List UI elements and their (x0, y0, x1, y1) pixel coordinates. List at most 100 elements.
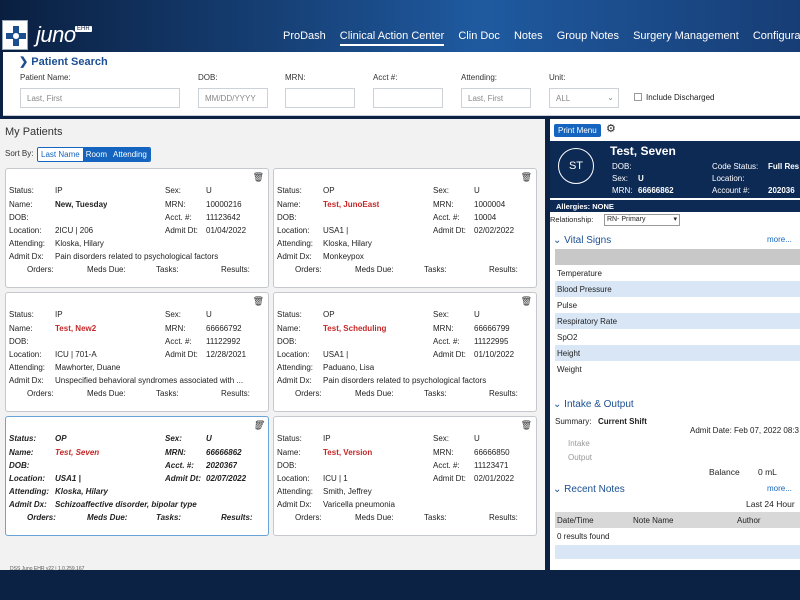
relationship-select[interactable]: RN- Primary ▾ (604, 214, 680, 226)
field-label: Name: (277, 448, 301, 457)
field-label: Meds Due: (87, 513, 128, 522)
card-admit-dx: Schizoaffective disorder, bipolar type (55, 500, 197, 509)
vital-blood-pressure[interactable]: Blood Pressure (555, 281, 800, 297)
field-label: Sex: (165, 310, 182, 319)
patient-card[interactable]: 🗑 Status: IP Name: Test, New2 DOB: Location: IC… (5, 292, 269, 412)
card-mrn: 1000004 (474, 200, 506, 209)
field-label: Acct. #: (165, 337, 192, 346)
field-label: Acct. #: (165, 213, 192, 222)
field-label: Meds Due: (87, 389, 126, 398)
field-label: Status: (277, 186, 302, 195)
sort-room-button[interactable]: Room (82, 148, 111, 161)
field-label: DOB: (9, 213, 29, 222)
vital-spo2[interactable]: SpO2 (557, 333, 578, 342)
vital-signs-more-link[interactable]: more... (767, 235, 792, 244)
patient-name-input[interactable]: Last, First (20, 88, 180, 108)
vital-height[interactable]: Height (555, 345, 800, 361)
patient-card[interactable]: 🗑 Status: IP Name: Test, Version DOB: Location… (273, 416, 537, 536)
logo-icon (2, 20, 28, 50)
card-status: IP (55, 310, 63, 319)
card-mrn: 10000216 (206, 200, 242, 209)
patient-card[interactable]: 🗑 Status: IP Name: New, Tuesday DOB: Location:… (5, 168, 269, 288)
card-name: Test, New2 (55, 324, 97, 333)
gear-icon[interactable]: ⚙ (606, 123, 616, 135)
card-mrn: 66666862 (206, 448, 242, 457)
io-summary-value: Current Shift (598, 417, 647, 426)
sort-last-name-button[interactable]: Last Name (38, 148, 83, 161)
print-menu-button[interactable]: Print Menu (554, 124, 601, 137)
recent-notes-header[interactable]: ⌄ Recent Notes (553, 484, 625, 495)
card-admit-dt: 02/01/2022 (474, 474, 515, 483)
field-label: Admit Dt: (433, 474, 466, 483)
patient-card[interactable]: 🗑 Status: OP Name: Test, Seven DOB: Location: U… (5, 416, 269, 536)
field-label: Sex: (433, 186, 450, 195)
card-attending: Kloska, Hilary (323, 239, 372, 248)
field-label: Tasks: (424, 513, 447, 522)
admit-date: Admit Date: Feb 07, 2022 08:3 (690, 426, 799, 435)
card-status: OP (323, 310, 335, 319)
unit-select[interactable]: ALL ⌄ (549, 88, 619, 108)
nav-configuration[interactable]: Configuration (752, 30, 800, 42)
card-name: Test, Scheduling (323, 324, 387, 333)
chevron-down-icon: ⌄ (607, 93, 614, 102)
card-sex: U (474, 310, 480, 319)
field-label: Results: (489, 513, 518, 522)
vital-respiratory-rate[interactable]: Respiratory Rate (555, 313, 800, 329)
col-author[interactable]: Author (737, 516, 761, 525)
attending-input[interactable]: Last, First (461, 88, 531, 108)
field-label: DOB: (9, 461, 30, 470)
col-date-time[interactable]: Date/Time (557, 516, 594, 525)
include-discharged-checkbox[interactable] (634, 93, 642, 101)
field-label: Name: (9, 200, 33, 209)
trash-icon[interactable]: 🗑 (520, 172, 532, 182)
attending-label: Attending: (461, 73, 498, 82)
patient-card[interactable]: 🗑 Status: OP Name: Test, JunoEast DOB: Locatio… (273, 168, 537, 288)
field-label: Tasks: (156, 265, 179, 274)
vital-weight[interactable]: Weight (557, 365, 582, 374)
card-location: ICU | 1 (323, 474, 348, 483)
code-status-value: Full Res (768, 162, 800, 171)
trash-icon[interactable]: 🗑 (520, 296, 532, 306)
field-label: DOB: (9, 337, 29, 346)
nav-surgery-management[interactable]: Surgery Management (633, 30, 739, 42)
output-label: Output (568, 453, 593, 462)
nav-group-notes[interactable]: Group Notes (556, 30, 620, 42)
field-label: Admit Dx: (9, 252, 44, 261)
card-attending: Kloska, Hilary (55, 239, 104, 248)
field-label: MRN: (165, 324, 186, 333)
nav-notes[interactable]: Notes (513, 30, 543, 42)
version-text: DSS Juno EHR v22 | 1.0.259.167 (10, 566, 85, 572)
patient-search-title[interactable]: ❯ Patient Search (19, 56, 108, 68)
card-acct: 11123642 (206, 213, 241, 222)
field-label: Acct. #: (433, 213, 460, 222)
recent-notes-more-link[interactable]: more... (767, 484, 792, 493)
nav-clinical-action-center[interactable]: Clinical Action Center (339, 30, 445, 46)
dob-input[interactable]: MM/DD/YYYY (198, 88, 268, 108)
intake-output-header[interactable]: ⌄ Intake & Output (553, 399, 634, 410)
acct-input[interactable] (373, 88, 443, 108)
mrn-input[interactable] (285, 88, 355, 108)
trash-icon[interactable]: 🗑 (520, 420, 532, 430)
sort-attending-button[interactable]: Attending (110, 148, 150, 161)
vital-temperature[interactable]: Temperature (557, 269, 602, 278)
field-label: MRN: (433, 200, 454, 209)
field-label: Location: (9, 474, 45, 483)
field-label: Orders: (295, 513, 322, 522)
nav-clin-doc[interactable]: Clin Doc (458, 30, 500, 42)
patient-card[interactable]: 🗑 Status: OP Name: Test, Scheduling DOB: Locat… (273, 292, 537, 412)
field-label: Attending: (9, 487, 49, 496)
field-label: Location: (277, 350, 310, 359)
field-label: Attending: (277, 487, 314, 496)
trash-icon[interactable]: 🗑 (252, 296, 264, 306)
card-admit-dx: Pain disorders related to psychological … (323, 376, 487, 385)
nav-prodash[interactable]: ProDash (283, 30, 326, 42)
vital-pulse[interactable]: Pulse (557, 301, 578, 310)
brand-logo: juno (36, 22, 76, 47)
patient-detail-panel: Print Menu ⚙ ST Test, Seven DOB: Sex: U … (550, 119, 800, 570)
col-note-name[interactable]: Note Name (633, 516, 674, 525)
vital-signs-header[interactable]: ⌄ Vital Signs (553, 235, 612, 246)
field-label: Sex: (165, 434, 182, 443)
trash-icon[interactable]: 🗑 (252, 420, 264, 430)
trash-icon[interactable]: 🗑 (252, 172, 264, 182)
field-label: Status: (9, 186, 34, 195)
